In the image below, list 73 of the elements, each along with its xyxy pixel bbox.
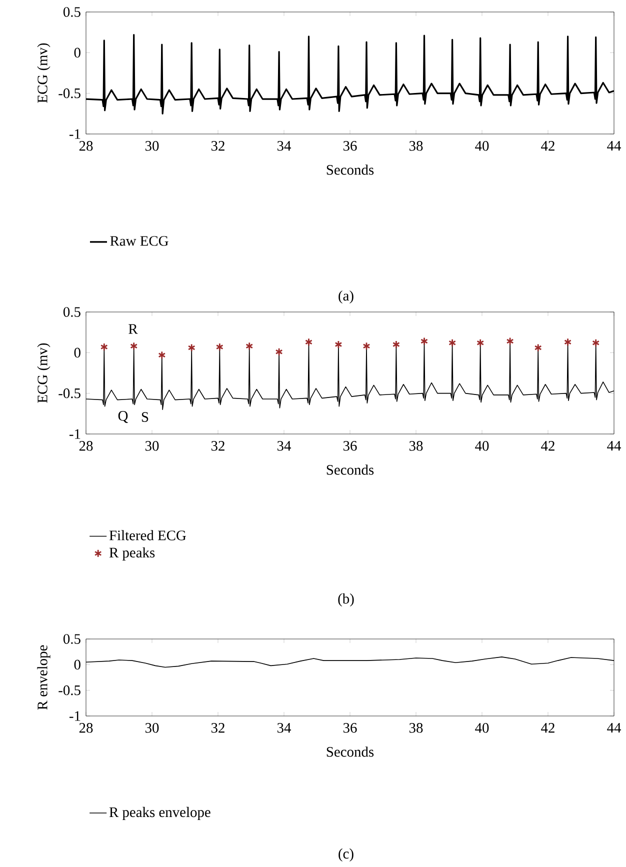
x-axis-title: Seconds xyxy=(326,746,374,757)
x-tick-label: 30 xyxy=(145,141,159,151)
x-tick-label: 30 xyxy=(145,723,159,733)
y-tick-label: -1 xyxy=(69,711,80,721)
y-tick-label: 0 xyxy=(74,348,80,358)
point xyxy=(334,340,342,349)
x-tick-label: 42 xyxy=(541,441,554,451)
y-tick-label: 0 xyxy=(74,48,80,58)
point xyxy=(188,344,196,352)
y-tick-label: 0 xyxy=(74,660,80,670)
point xyxy=(420,337,428,346)
x-tick-label: 34 xyxy=(277,141,291,151)
y-tick-label: 0.5 xyxy=(63,307,80,317)
x-tick-label: 34 xyxy=(277,723,291,733)
point xyxy=(506,337,514,346)
point xyxy=(305,338,312,346)
annotation: Q xyxy=(118,411,128,423)
legend-label: Raw ECG xyxy=(110,236,168,246)
x-axis-title: Seconds xyxy=(326,464,374,475)
x-tick-label: 32 xyxy=(211,723,224,733)
x-tick-label: 40 xyxy=(475,723,489,733)
x-tick-label: 44 xyxy=(607,440,621,451)
point xyxy=(448,338,456,348)
point xyxy=(275,348,283,356)
point xyxy=(476,338,484,348)
x-tick-label: 40 xyxy=(475,141,489,151)
x-tick-label: 42 xyxy=(541,723,554,733)
x-tick-label: 36 xyxy=(343,141,357,151)
point xyxy=(534,344,542,352)
x-tick-label: 32 xyxy=(211,441,224,451)
y-tick-label: -0.5 xyxy=(58,88,80,98)
x-tick-label: 38 xyxy=(409,441,423,451)
text: (b) xyxy=(338,593,354,607)
x-tick-label: 32 xyxy=(211,141,224,151)
text: (a) xyxy=(338,290,354,304)
x-tick-label: 30 xyxy=(145,441,159,451)
y-tick-label: -1 xyxy=(69,129,80,139)
x-tick-label: 36 xyxy=(343,723,357,733)
legend-label: R peaks envelope xyxy=(109,806,210,820)
point xyxy=(216,342,224,352)
x-tick-label: 42 xyxy=(541,141,554,151)
y-axis-title: ECG (mv) xyxy=(37,343,50,403)
x-tick-label: 36 xyxy=(343,441,357,451)
x-tick-label: 44 xyxy=(607,723,621,733)
legend-label: R peaks xyxy=(109,547,155,560)
point xyxy=(564,338,572,346)
y-tick-label: -1 xyxy=(69,429,80,439)
point xyxy=(100,342,108,352)
point xyxy=(246,342,254,350)
y-tick-label: 0.5 xyxy=(63,634,80,644)
annotation: R xyxy=(128,324,138,334)
legend-label: Filtered ECG xyxy=(109,530,186,540)
x-tick-label: 38 xyxy=(409,141,423,151)
x-tick-label: 40 xyxy=(475,441,489,451)
point xyxy=(362,342,370,350)
y-axis-title: ECG (mv) xyxy=(37,43,50,103)
y-tick-label: -0.5 xyxy=(58,685,80,696)
point xyxy=(392,340,400,349)
x-tick-label: 44 xyxy=(607,140,621,151)
x-tick-label: 28 xyxy=(79,723,93,733)
y-axis-title: R envelope xyxy=(37,645,50,710)
text: (c) xyxy=(338,848,354,862)
y-tick-label: -0.5 xyxy=(58,388,80,398)
x-tick-label: 34 xyxy=(277,441,291,451)
point xyxy=(592,338,600,348)
y-tick-label: 0.5 xyxy=(63,7,80,17)
x-tick-label: 28 xyxy=(79,441,93,451)
point xyxy=(158,350,166,360)
x-tick-label: 28 xyxy=(79,141,93,151)
annotation: S xyxy=(142,412,148,422)
point xyxy=(130,342,138,350)
x-axis-title: Seconds xyxy=(326,164,374,175)
x-tick-label: 38 xyxy=(409,723,423,733)
